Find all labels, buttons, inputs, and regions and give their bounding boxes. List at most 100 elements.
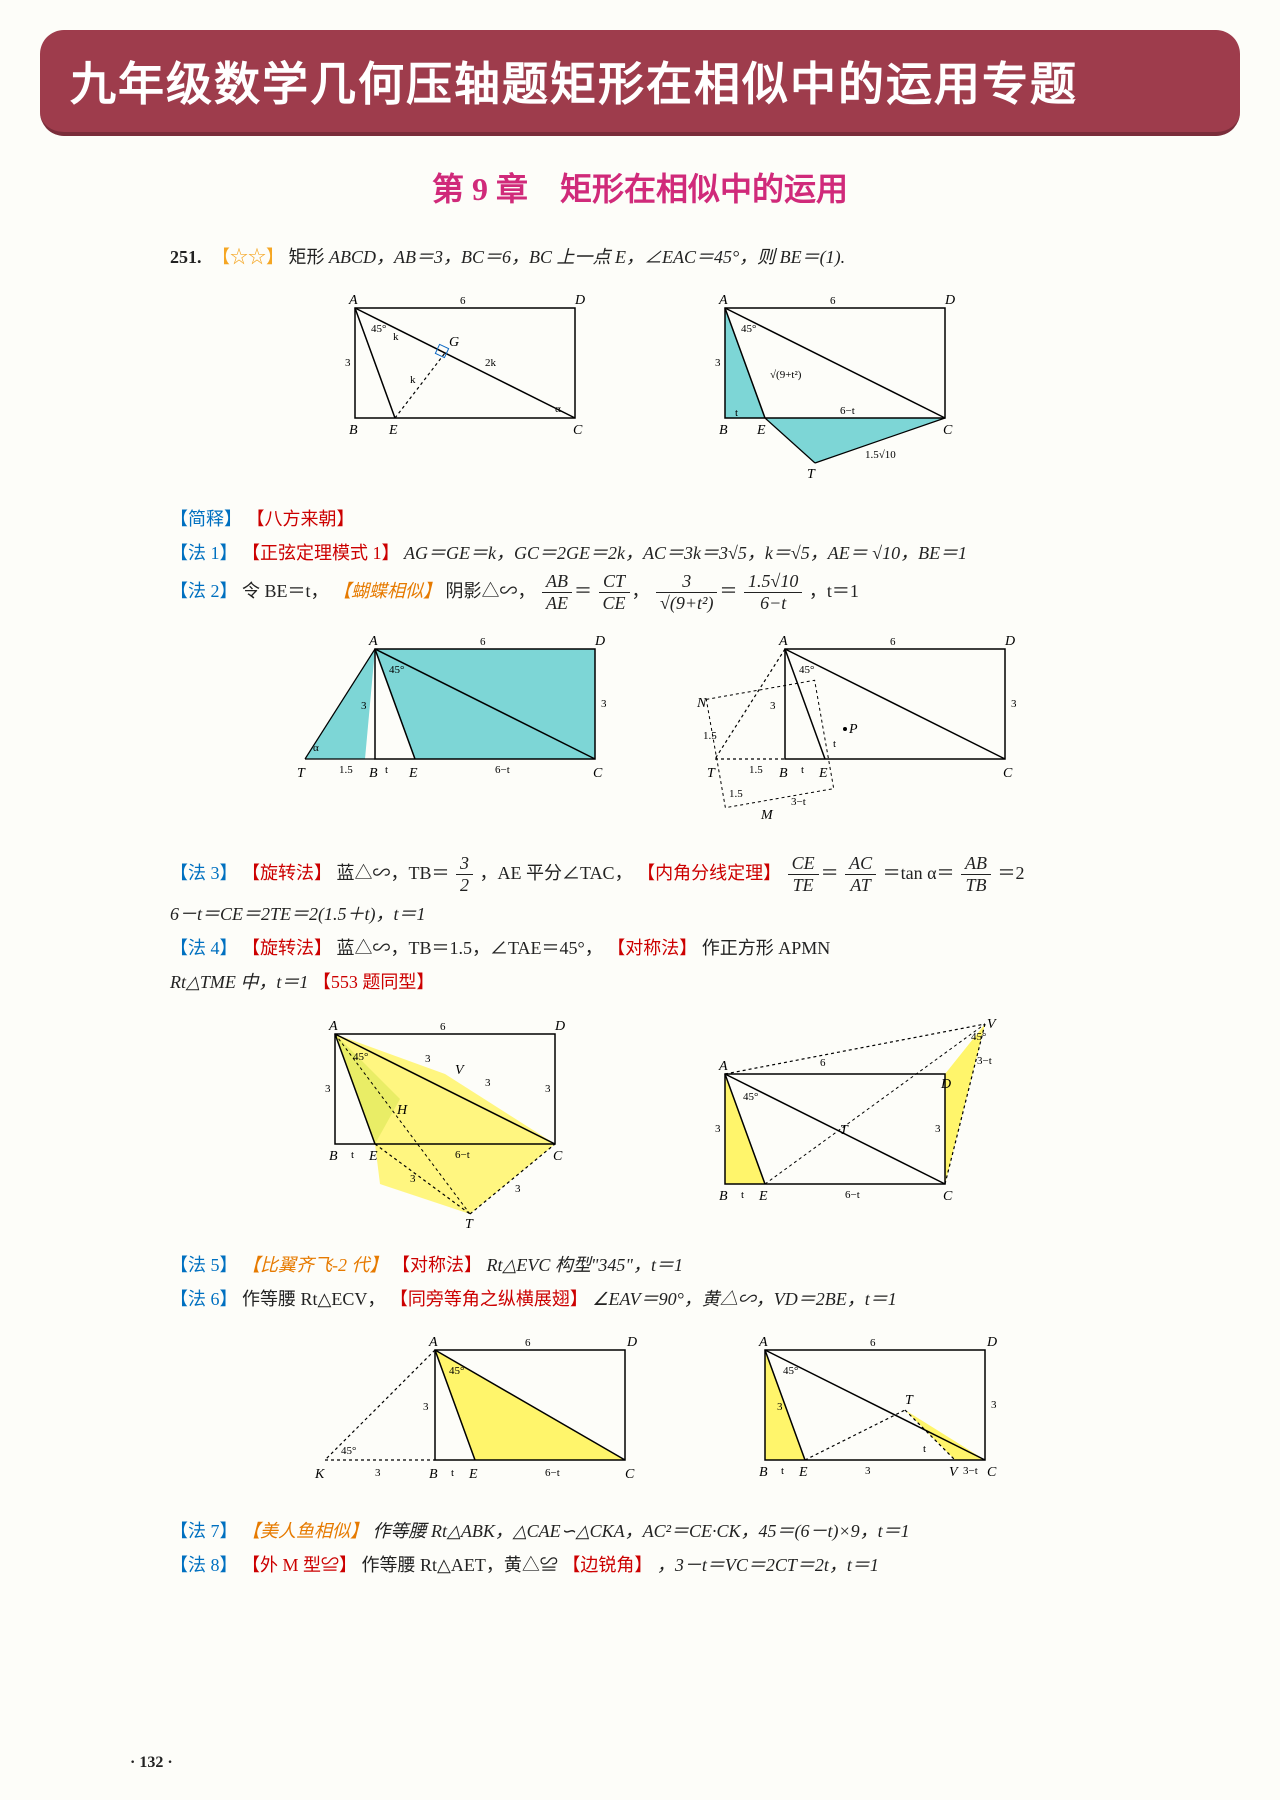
- svg-text:B: B: [719, 1189, 728, 1204]
- svg-text:E: E: [818, 766, 828, 781]
- svg-text:45°: 45°: [353, 1051, 368, 1063]
- svg-text:6−t: 6−t: [845, 1189, 860, 1201]
- figure-row-1: A D B C E G 6 3 45° k k 2k α: [170, 288, 1140, 488]
- svg-text:C: C: [573, 423, 583, 438]
- svg-text:3: 3: [410, 1173, 416, 1185]
- figure-3-right: A D B C E V T 6 3 3 45° 45° t 6−t 3−t: [675, 1014, 1015, 1204]
- svg-text:45°: 45°: [971, 1031, 986, 1043]
- svg-text:√(9+t²): √(9+t²): [770, 369, 802, 381]
- svg-text:1.5√10: 1.5√10: [865, 449, 896, 461]
- svg-text:D: D: [986, 1335, 997, 1350]
- svg-text:A: A: [718, 293, 728, 308]
- svg-text:E: E: [468, 1467, 478, 1482]
- svg-text:3−t: 3−t: [977, 1055, 992, 1067]
- svg-text:t: t: [451, 1467, 454, 1479]
- method-3: 【法 3】 【旋转法】 蓝△∽，TB＝ 32 ，AE 平分∠TAC， 【内角分线…: [170, 853, 1140, 897]
- svg-text:M: M: [760, 808, 774, 823]
- svg-text:D: D: [574, 293, 585, 308]
- svg-text:3: 3: [361, 700, 367, 712]
- svg-text:2k: 2k: [485, 357, 497, 369]
- svg-text:E: E: [798, 1465, 808, 1480]
- svg-text:3: 3: [545, 1083, 551, 1095]
- method-5: 【法 5】 【比翼齐飞-2 代】 【对称法】 Rt△EVC 构型"345"，t＝…: [170, 1248, 1140, 1282]
- interpret-label: 【简释】: [170, 509, 242, 529]
- figure-1-left: A D B C E G 6 3 45° k k 2k α: [315, 288, 605, 458]
- figure-2-left: A D B C E T 6 3 3 45° 1.5 t 6−t α: [285, 629, 615, 799]
- difficulty-stars: 【☆☆】: [212, 247, 284, 267]
- svg-text:D: D: [1004, 634, 1015, 649]
- method-8: 【法 8】 【外 M 型≌】 作等腰 Rt△AET，黄△≌ 【边锐角】 ，3－t…: [170, 1548, 1140, 1582]
- svg-text:3: 3: [935, 1123, 941, 1135]
- svg-text:C: C: [1003, 766, 1013, 781]
- svg-text:t: t: [781, 1465, 784, 1477]
- svg-text:D: D: [944, 293, 955, 308]
- figure-1-right: A D B C E T 6 3 45° t √(9+t²) 6−t 1.5√10: [685, 288, 995, 488]
- svg-text:t: t: [801, 764, 804, 776]
- svg-text:3: 3: [423, 1401, 429, 1413]
- svg-text:6−t: 6−t: [840, 405, 855, 417]
- svg-text:D: D: [594, 634, 605, 649]
- svg-text:T: T: [840, 1123, 849, 1138]
- figure-4-right: A D B C E T V 6 3 3 45° t 3 t 3−t: [725, 1330, 1025, 1500]
- svg-text:1.5: 1.5: [703, 730, 717, 742]
- svg-text:3: 3: [425, 1053, 431, 1065]
- svg-text:3: 3: [991, 1399, 997, 1411]
- svg-text:E: E: [388, 423, 398, 438]
- svg-text:A: A: [718, 1059, 728, 1074]
- svg-text:K: K: [314, 1467, 325, 1482]
- svg-text:C: C: [625, 1467, 635, 1482]
- svg-text:T: T: [905, 1393, 914, 1408]
- svg-text:B: B: [369, 766, 378, 781]
- svg-text:A: A: [778, 634, 788, 649]
- svg-text:α: α: [555, 403, 561, 415]
- svg-text:t: t: [923, 1443, 926, 1455]
- svg-text:6: 6: [525, 1337, 531, 1349]
- svg-text:E: E: [408, 766, 418, 781]
- svg-text:6−t: 6−t: [495, 764, 510, 776]
- svg-text:A: A: [328, 1019, 338, 1034]
- svg-text:3: 3: [715, 1123, 721, 1135]
- method-6: 【法 6】 作等腰 Rt△ECV， 【同旁等角之纵横展翅】 ∠EAV＝90°，黄…: [170, 1282, 1140, 1316]
- svg-text:A: A: [348, 293, 358, 308]
- svg-text:B: B: [779, 766, 788, 781]
- svg-text:C: C: [593, 766, 603, 781]
- problem-number: 251.: [170, 247, 202, 267]
- svg-text:V: V: [455, 1063, 465, 1078]
- svg-text:45°: 45°: [743, 1091, 758, 1103]
- problem-statement: 251. 【☆☆】 矩形 ABCD，AB＝3，BC＝6，BC 上一点 E，∠EA…: [170, 240, 1140, 274]
- problem-text: 矩形 ABCD，AB＝3，BC＝6，BC 上一点 E，∠EAC＝45°，则 BE…: [289, 247, 846, 267]
- svg-text:6: 6: [890, 636, 896, 648]
- svg-text:t: t: [351, 1149, 354, 1161]
- svg-text:6: 6: [460, 295, 466, 307]
- svg-text:T: T: [707, 766, 716, 781]
- svg-text:A: A: [428, 1335, 438, 1350]
- chapter-title: 第 9 章 矩形在相似中的运用: [40, 164, 1240, 210]
- title-banner: 九年级数学几何压轴题矩形在相似中的运用专题: [40, 30, 1240, 136]
- svg-text:T: T: [465, 1217, 474, 1232]
- svg-text:3: 3: [777, 1401, 783, 1413]
- method-4: 【法 4】 【旋转法】 蓝△∽，TB＝1.5，∠TAE＝45°， 【对称法】 作…: [170, 931, 1140, 965]
- svg-text:3: 3: [485, 1077, 491, 1089]
- svg-text:E: E: [368, 1149, 378, 1164]
- page-number: · 132 ·: [130, 1754, 173, 1772]
- method-3-line2: 6－t＝CE＝2TE＝2(1.5＋t)，t＝1: [170, 897, 1140, 931]
- svg-text:E: E: [756, 423, 766, 438]
- svg-text:3: 3: [770, 700, 776, 712]
- svg-text:6: 6: [830, 295, 836, 307]
- svg-text:C: C: [553, 1149, 563, 1164]
- content-body: 251. 【☆☆】 矩形 ABCD，AB＝3，BC＝6，BC 上一点 E，∠EA…: [40, 240, 1240, 1582]
- svg-text:3: 3: [715, 357, 721, 369]
- svg-text:E: E: [758, 1189, 768, 1204]
- svg-text:6: 6: [440, 1021, 446, 1033]
- svg-text:1.5: 1.5: [749, 764, 763, 776]
- svg-text:T: T: [297, 766, 306, 781]
- figure-row-3: A D B C E T V H 6 3 45° t 6−t 3 3 3 3 3: [170, 1014, 1140, 1234]
- svg-text:3: 3: [345, 357, 351, 369]
- svg-text:D: D: [554, 1019, 565, 1034]
- svg-text:45°: 45°: [371, 323, 386, 335]
- svg-text:3: 3: [375, 1467, 381, 1479]
- svg-text:T: T: [807, 467, 816, 482]
- figure-row-2: A D B C E T 6 3 3 45° 1.5 t 6−t α: [170, 629, 1140, 839]
- svg-text:45°: 45°: [449, 1365, 464, 1377]
- svg-text:D: D: [940, 1077, 951, 1092]
